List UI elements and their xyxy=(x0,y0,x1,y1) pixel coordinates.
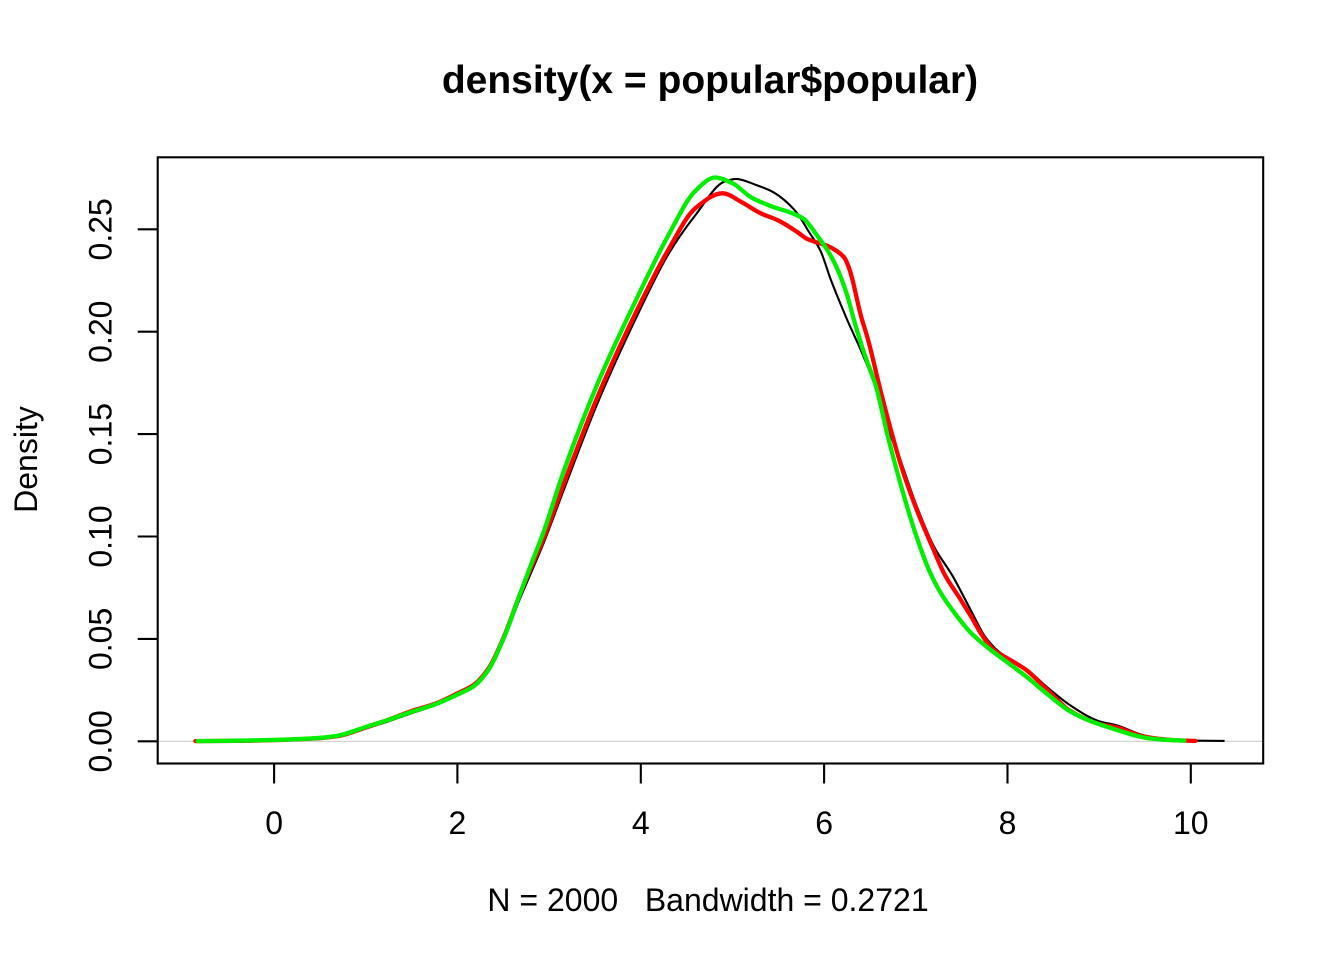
svg-text:0: 0 xyxy=(265,805,283,841)
svg-text:Density: Density xyxy=(8,406,44,513)
svg-text:6: 6 xyxy=(815,805,833,841)
svg-text:2: 2 xyxy=(449,805,467,841)
svg-text:0.05: 0.05 xyxy=(83,608,119,670)
svg-text:0.15: 0.15 xyxy=(83,403,119,465)
svg-text:density(x = popular$popular): density(x = popular$popular) xyxy=(442,59,978,102)
svg-text:4: 4 xyxy=(632,805,650,841)
svg-text:10: 10 xyxy=(1173,805,1209,841)
svg-text:8: 8 xyxy=(999,805,1017,841)
svg-text:0.25: 0.25 xyxy=(83,198,119,260)
svg-text:0.10: 0.10 xyxy=(83,505,119,567)
svg-text:N = 2000 Bandwidth = 0.2721: N = 2000 Bandwidth = 0.2721 xyxy=(487,882,928,918)
svg-text:0.00: 0.00 xyxy=(83,710,119,772)
svg-text:0.20: 0.20 xyxy=(83,301,119,363)
